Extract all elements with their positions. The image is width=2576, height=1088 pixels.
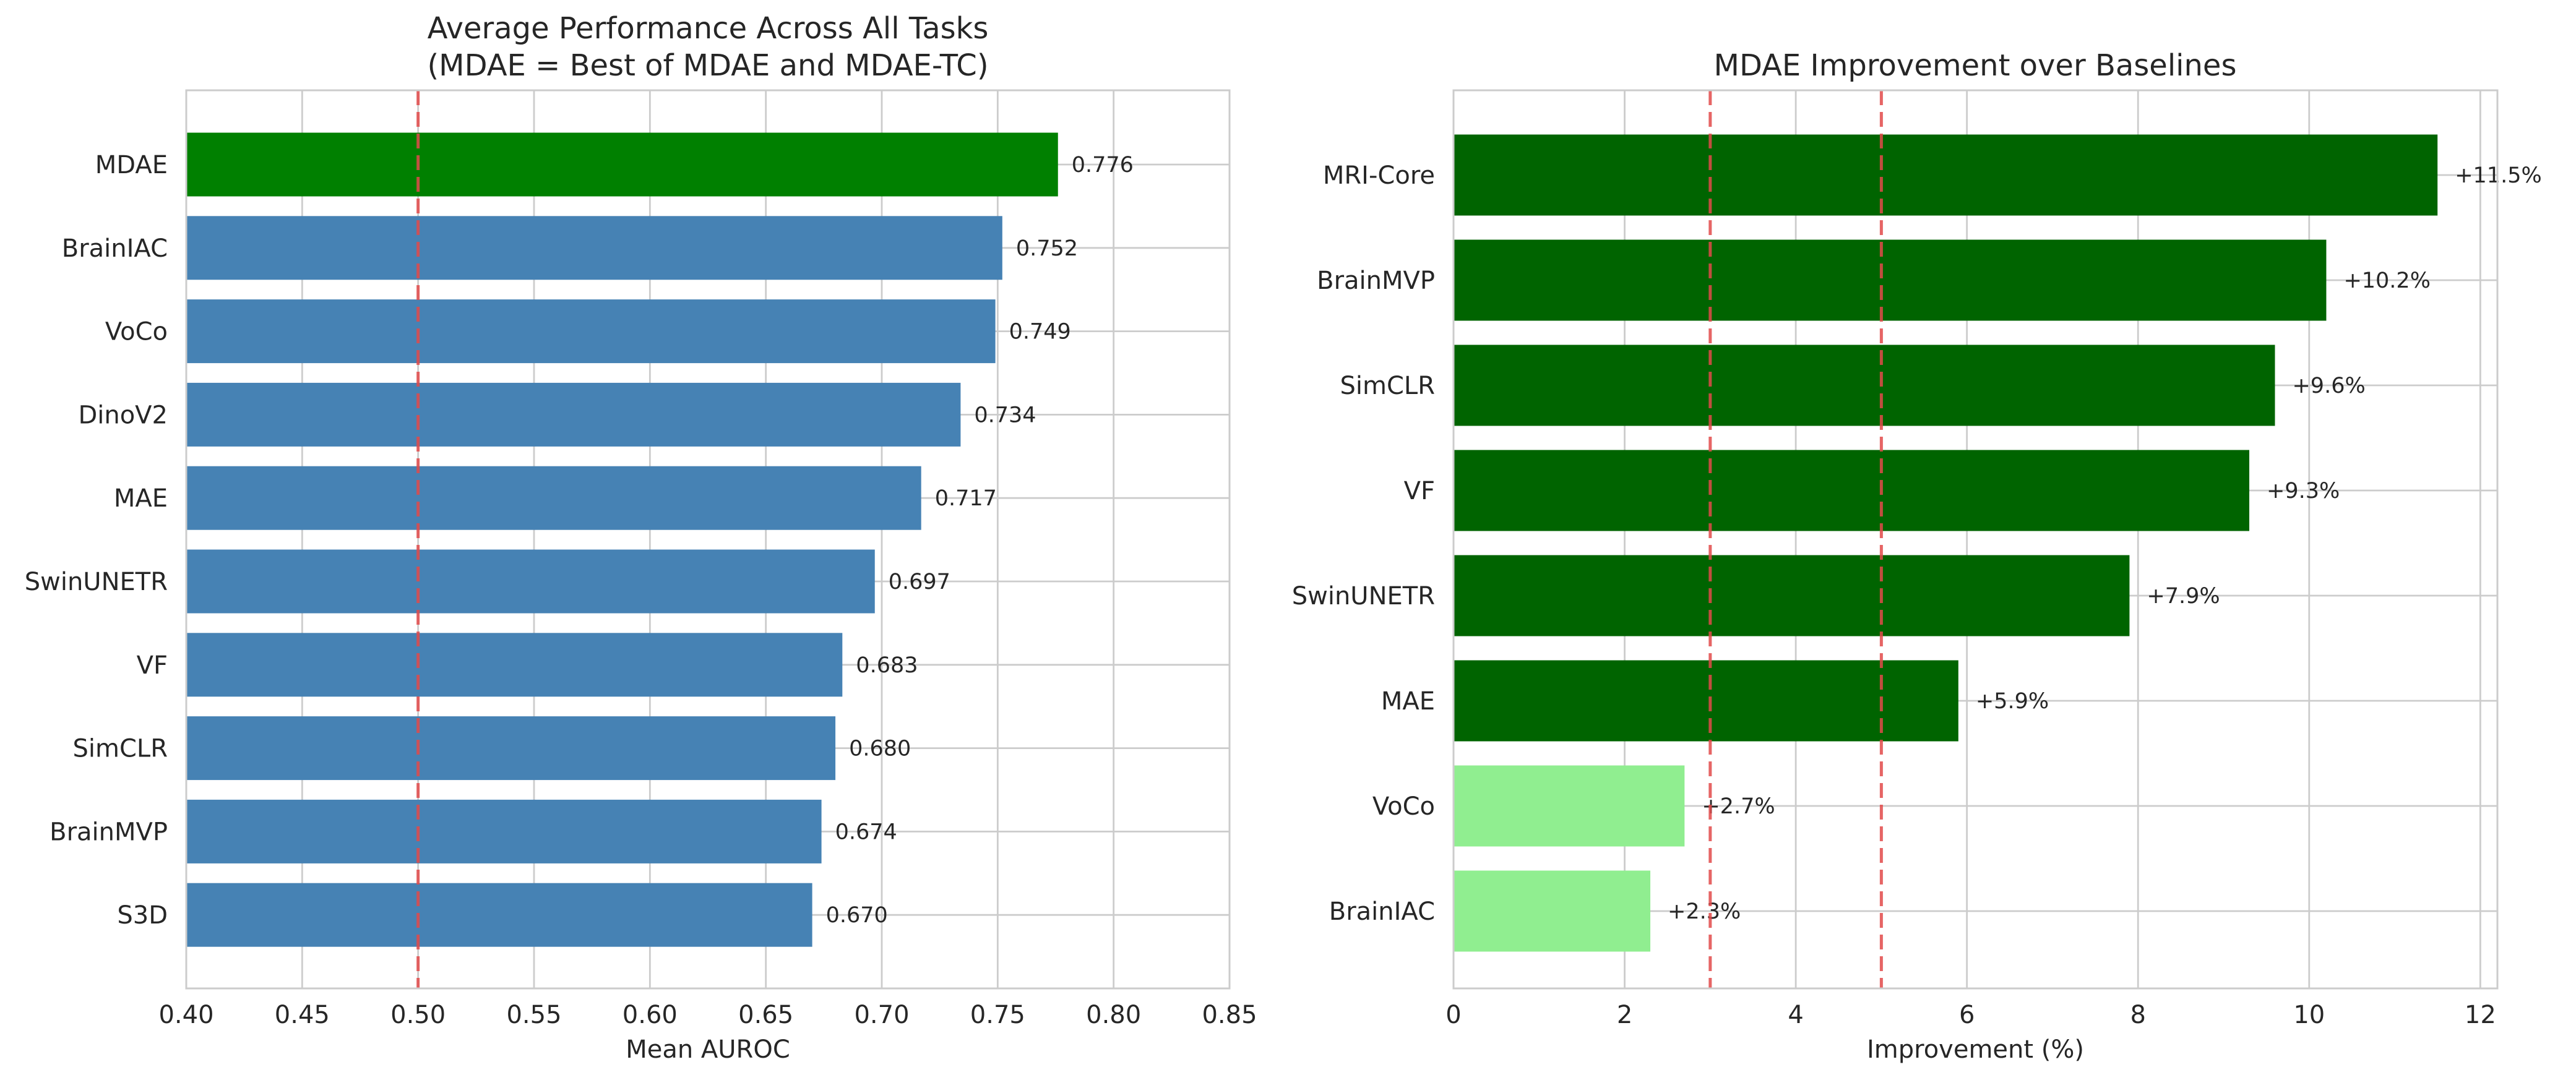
x-tick-label: 8 (2130, 1001, 2146, 1029)
bar-value-label: 0.776 (1072, 153, 1134, 178)
bar-value-label: +7.9% (2147, 584, 2220, 609)
bar-value-label: 0.683 (856, 653, 918, 678)
bar-value-label: 0.752 (1016, 236, 1078, 261)
bar (1454, 765, 1685, 847)
x-tick-label: 10 (2293, 1001, 2325, 1029)
category-label: MDAE (95, 151, 168, 179)
bar-value-label: +9.6% (2292, 374, 2365, 398)
plot-frame (1452, 89, 2499, 990)
bar-value-label: 0.717 (935, 486, 997, 511)
category-label: MAE (1381, 687, 1435, 716)
bar-value-label: +2.3% (1668, 899, 1741, 924)
bar-value-label: 0.749 (1009, 320, 1071, 345)
category-label: SwinUNETR (1292, 582, 1435, 610)
category-label: BrainMVP (50, 818, 168, 846)
x-tick-label: 12 (2465, 1001, 2496, 1029)
category-label: MRI-Core (1323, 161, 1435, 190)
x-tick-label: 0.45 (275, 1001, 330, 1029)
x-tick-label: 0 (1445, 1001, 1461, 1029)
x-tick-label: 0.75 (970, 1001, 1025, 1029)
bar (186, 299, 996, 364)
category-label: S3D (117, 901, 168, 930)
bar (186, 883, 812, 947)
right-chart-mdae-improvement: 0 2 4 6 8 10 12 MRI-Core BrainMVP SimCLR VF SwinUNE… (1292, 48, 2542, 1064)
left-chart-average-performance: 0.40 0.45 0.50 0.55 0.60 0.65 0.70 0.75 0.80 0.85… (25, 11, 1257, 1064)
x-axis-label: Improvement (%) (1867, 1035, 2084, 1064)
bar-value-label: +10.2% (2343, 268, 2431, 293)
bar (1454, 239, 2327, 321)
bar (186, 716, 836, 781)
bar-value-label: 0.670 (826, 903, 888, 928)
bar (186, 466, 921, 530)
x-tick-label: 0.40 (158, 1001, 213, 1029)
x-tick-label: 0.70 (854, 1001, 909, 1029)
bar (1454, 870, 1651, 952)
x-tick-label: 0.50 (390, 1001, 446, 1029)
category-label: SimCLR (73, 735, 168, 763)
bar (1454, 450, 2249, 531)
bar (186, 799, 822, 863)
bar (186, 633, 843, 697)
x-tick-label: 0.55 (506, 1001, 561, 1029)
x-tick-label: 0.85 (1202, 1001, 1257, 1029)
category-label: VF (137, 651, 168, 680)
x-axis-label: Mean AUROC (626, 1035, 790, 1064)
bar (1454, 345, 2275, 426)
category-label: VoCo (1372, 792, 1435, 821)
category-label: VF (1404, 477, 1435, 505)
bar (186, 216, 1002, 280)
bar-value-label: +9.3% (2267, 479, 2340, 503)
chart-title: Average Performance Across All Tasks (MDA… (427, 11, 988, 83)
x-tick-label: 0.60 (622, 1001, 678, 1029)
category-label: VoCo (105, 318, 168, 346)
category-label: DinoV2 (78, 401, 168, 429)
bar (1454, 555, 2130, 636)
bar (1454, 660, 1958, 742)
category-label: BrainMVP (1317, 267, 1435, 295)
category-label: MAE (114, 484, 168, 513)
bar-value-label: +2.7% (1702, 794, 1775, 819)
x-tick-label: 2 (1617, 1001, 1632, 1029)
bar (1454, 134, 2438, 216)
plot-frame (185, 89, 1231, 990)
category-label: BrainIAC (62, 234, 168, 263)
category-label: BrainIAC (1329, 897, 1435, 926)
bar-value-label: 0.680 (849, 737, 911, 761)
bar-value-label: 0.674 (835, 820, 897, 844)
bar-value-label: +5.9% (1976, 689, 2049, 714)
x-tick-label: 4 (1788, 1001, 1803, 1029)
bar (186, 382, 961, 447)
x-tick-label: 6 (1959, 1001, 1975, 1029)
bar (186, 549, 875, 614)
bar-value-label: 0.697 (889, 570, 950, 594)
category-label: SwinUNETR (25, 568, 168, 596)
category-label: SimCLR (1340, 372, 1435, 400)
x-tick-label: 0.65 (738, 1001, 793, 1029)
bar-value-label: 0.734 (974, 403, 1036, 427)
chart-title: MDAE Improvement over Baselines (1714, 48, 2237, 83)
bar (186, 132, 1058, 197)
x-tick-label: 0.80 (1086, 1001, 1141, 1029)
